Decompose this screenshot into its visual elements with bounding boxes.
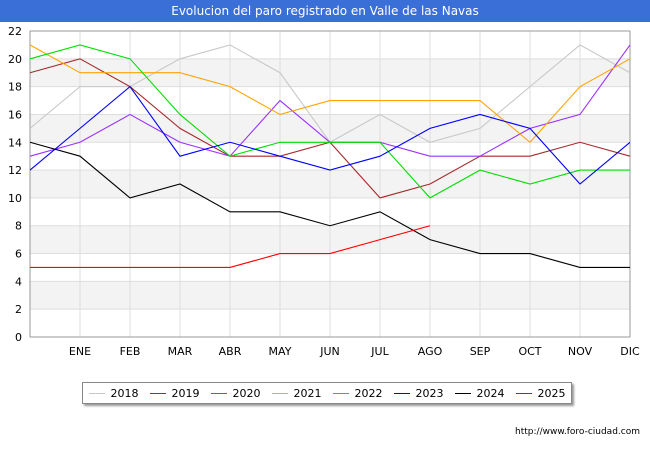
x-tick-label: JUL (370, 345, 389, 358)
y-tick-label: 22 (8, 25, 22, 38)
x-tick-label: MAY (269, 345, 292, 358)
x-tick-label: ENE (69, 345, 91, 358)
source-url: http://www.foro-ciudad.com (515, 427, 640, 437)
legend-label: 2022 (354, 386, 383, 400)
legend-item-2023: 2023 (393, 386, 444, 400)
legend-label: 2021 (293, 386, 322, 400)
series-line-2022 (29, 44, 630, 199)
legend-label: 2020 (232, 386, 261, 400)
legend-swatch (454, 392, 471, 394)
y-tick-label: 0 (15, 331, 22, 344)
legend-item-2018: 2018 (88, 386, 139, 400)
legend-label: 2018 (110, 386, 139, 400)
legend-item-2025: 2025 (515, 386, 566, 400)
x-tick-label: MAR (168, 345, 193, 358)
y-tick-label: 4 (15, 275, 22, 288)
y-tick-label: 12 (8, 164, 22, 177)
legend-item-2024: 2024 (454, 386, 505, 400)
legend-swatch (515, 392, 532, 394)
x-tick-label: SEP (470, 345, 491, 358)
y-tick-label: 14 (8, 136, 22, 149)
series-line-2023 (29, 85, 631, 185)
legend-item-2021: 2021 (271, 386, 322, 400)
x-tick-label: NOV (568, 345, 593, 358)
x-tick-label: JUN (319, 345, 340, 358)
legend-item-2019: 2019 (149, 386, 200, 400)
legend-swatch (271, 392, 288, 394)
x-tick-label: OCT (518, 345, 541, 358)
legend-swatch (210, 392, 227, 394)
legend-swatch (393, 392, 410, 394)
legend-swatch (149, 392, 166, 394)
legend-label: 2019 (171, 386, 200, 400)
y-tick-label: 10 (8, 192, 22, 205)
legend-swatch (88, 392, 105, 394)
chart-title: Evolucion del paro registrado en Valle d… (0, 0, 650, 22)
x-tick-label: DIC (620, 345, 640, 358)
x-tick-label: FEB (120, 345, 141, 358)
legend-label: 2025 (537, 386, 566, 400)
legend-item-2022: 2022 (332, 386, 383, 400)
y-tick-label: 20 (8, 53, 22, 66)
y-tick-label: 2 (15, 303, 22, 316)
legend-label: 2023 (415, 386, 444, 400)
series-line-2024 (29, 141, 630, 269)
legend-item-2020: 2020 (210, 386, 261, 400)
legend-swatch (332, 392, 349, 394)
y-tick-label: 18 (8, 81, 22, 94)
series-line-2025 (30, 225, 431, 269)
y-tick-label: 8 (15, 220, 22, 233)
legend: 2018 2019 2020 2021 2022 2023 2024 2025 (82, 382, 572, 404)
x-tick-label: ABR (219, 345, 242, 358)
y-tick-label: 16 (8, 108, 22, 121)
legend-label: 2024 (476, 386, 505, 400)
series-line-2021 (29, 44, 631, 144)
y-tick-label: 6 (15, 248, 22, 261)
plot-area-border (29, 30, 631, 338)
x-tick-label: AGO (418, 345, 443, 358)
